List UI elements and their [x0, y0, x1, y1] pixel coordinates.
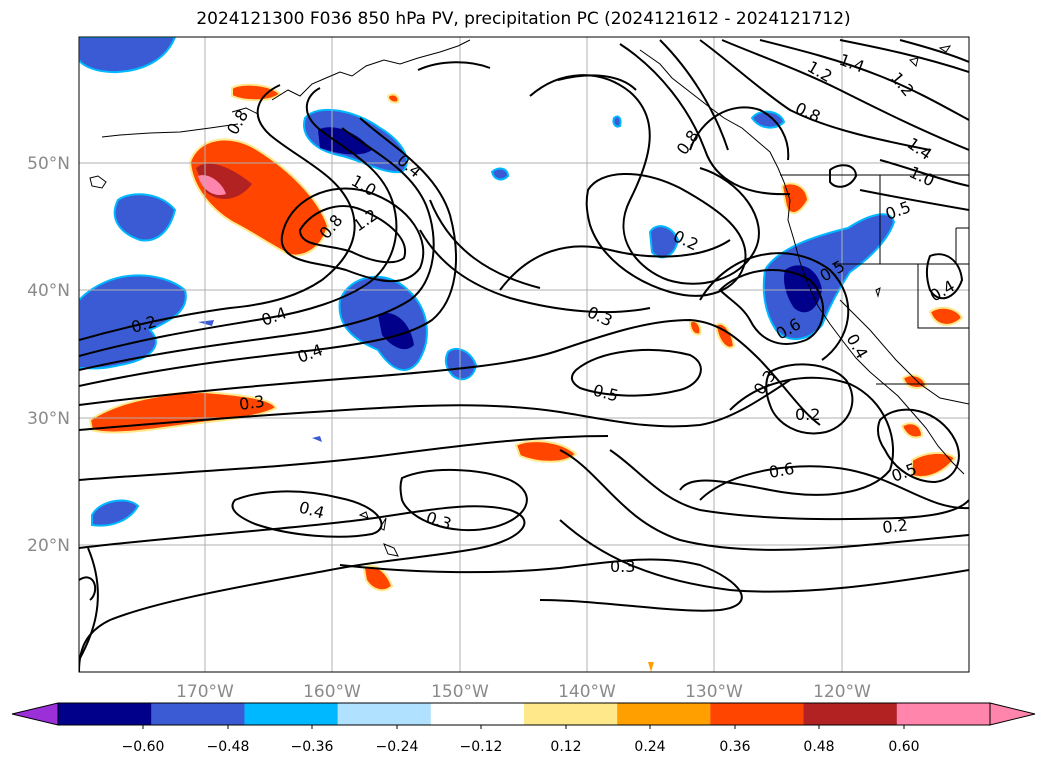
colorbar-extend-max	[989, 702, 1036, 726]
colorbar-cell	[617, 703, 711, 725]
colorbar-tick-label: −0.60	[122, 739, 165, 755]
pv-contours	[79, 39, 969, 672]
contour-label: 0.3	[610, 557, 635, 576]
contour-label: 0.2	[795, 405, 820, 424]
map-area: 0.2 0.4 0.4 0.3 0.3 0.5 0.2 0.3 0.2 0.6 …	[79, 37, 969, 672]
colorbar-cell	[151, 703, 245, 725]
colorbar-cell	[58, 703, 152, 725]
colorbar-cell	[803, 703, 898, 725]
contour-label: 0.6	[767, 459, 795, 482]
map-frame	[78, 36, 970, 673]
contour-label: 0.2	[881, 515, 908, 537]
colorbar-extend-min	[11, 702, 59, 726]
colorbar-tick-label: −0.48	[207, 739, 250, 755]
colorbar-cell	[337, 703, 432, 725]
colorbar-tick-label: −0.12	[460, 739, 503, 755]
longitude-labels: 170°W 160°W 150°W 140°W 130°W 120°W	[176, 682, 871, 702]
colorbar-tick-label: −0.24	[376, 739, 419, 755]
colorbar-cell	[524, 703, 618, 725]
colorbar-tick-label: 0.24	[634, 739, 665, 755]
map-title: 2024121300 F036 850 hPa PV, precipitatio…	[196, 9, 851, 29]
lat-label: 50°N	[27, 154, 70, 174]
lon-label: 150°W	[431, 682, 489, 702]
lon-label: 120°W	[813, 682, 871, 702]
gridlines	[79, 37, 969, 672]
lat-label: 40°N	[27, 281, 70, 301]
lon-label: 160°W	[303, 682, 361, 702]
lon-label: 130°W	[685, 682, 743, 702]
contour-label: 0.3	[238, 392, 266, 414]
colorbar-cell	[244, 703, 339, 725]
coastlines	[89, 39, 969, 557]
lat-label: 30°N	[27, 409, 70, 429]
lon-label: 140°W	[558, 682, 616, 702]
colorbar-cell	[896, 703, 991, 725]
lat-label: 20°N	[27, 536, 70, 556]
colorbar-cell	[710, 703, 805, 725]
colorbar-cell	[430, 703, 525, 725]
colorbar-tick-label: 0.48	[803, 739, 834, 755]
colorbar-tick-label: 0.60	[888, 739, 919, 755]
latitude-labels: 50°N 40°N 30°N 20°N	[27, 154, 70, 556]
colorbar-tick-label: 0.12	[550, 739, 581, 755]
lon-label: 170°W	[176, 682, 234, 702]
colorbar-tick-label: −0.36	[291, 739, 334, 755]
colorbar: −0.60 −0.48 −0.36 −0.24 −0.12 0.12 0.24 0.36 0.4…	[11, 702, 1036, 755]
colorbar-tick-label: 0.36	[719, 739, 750, 755]
